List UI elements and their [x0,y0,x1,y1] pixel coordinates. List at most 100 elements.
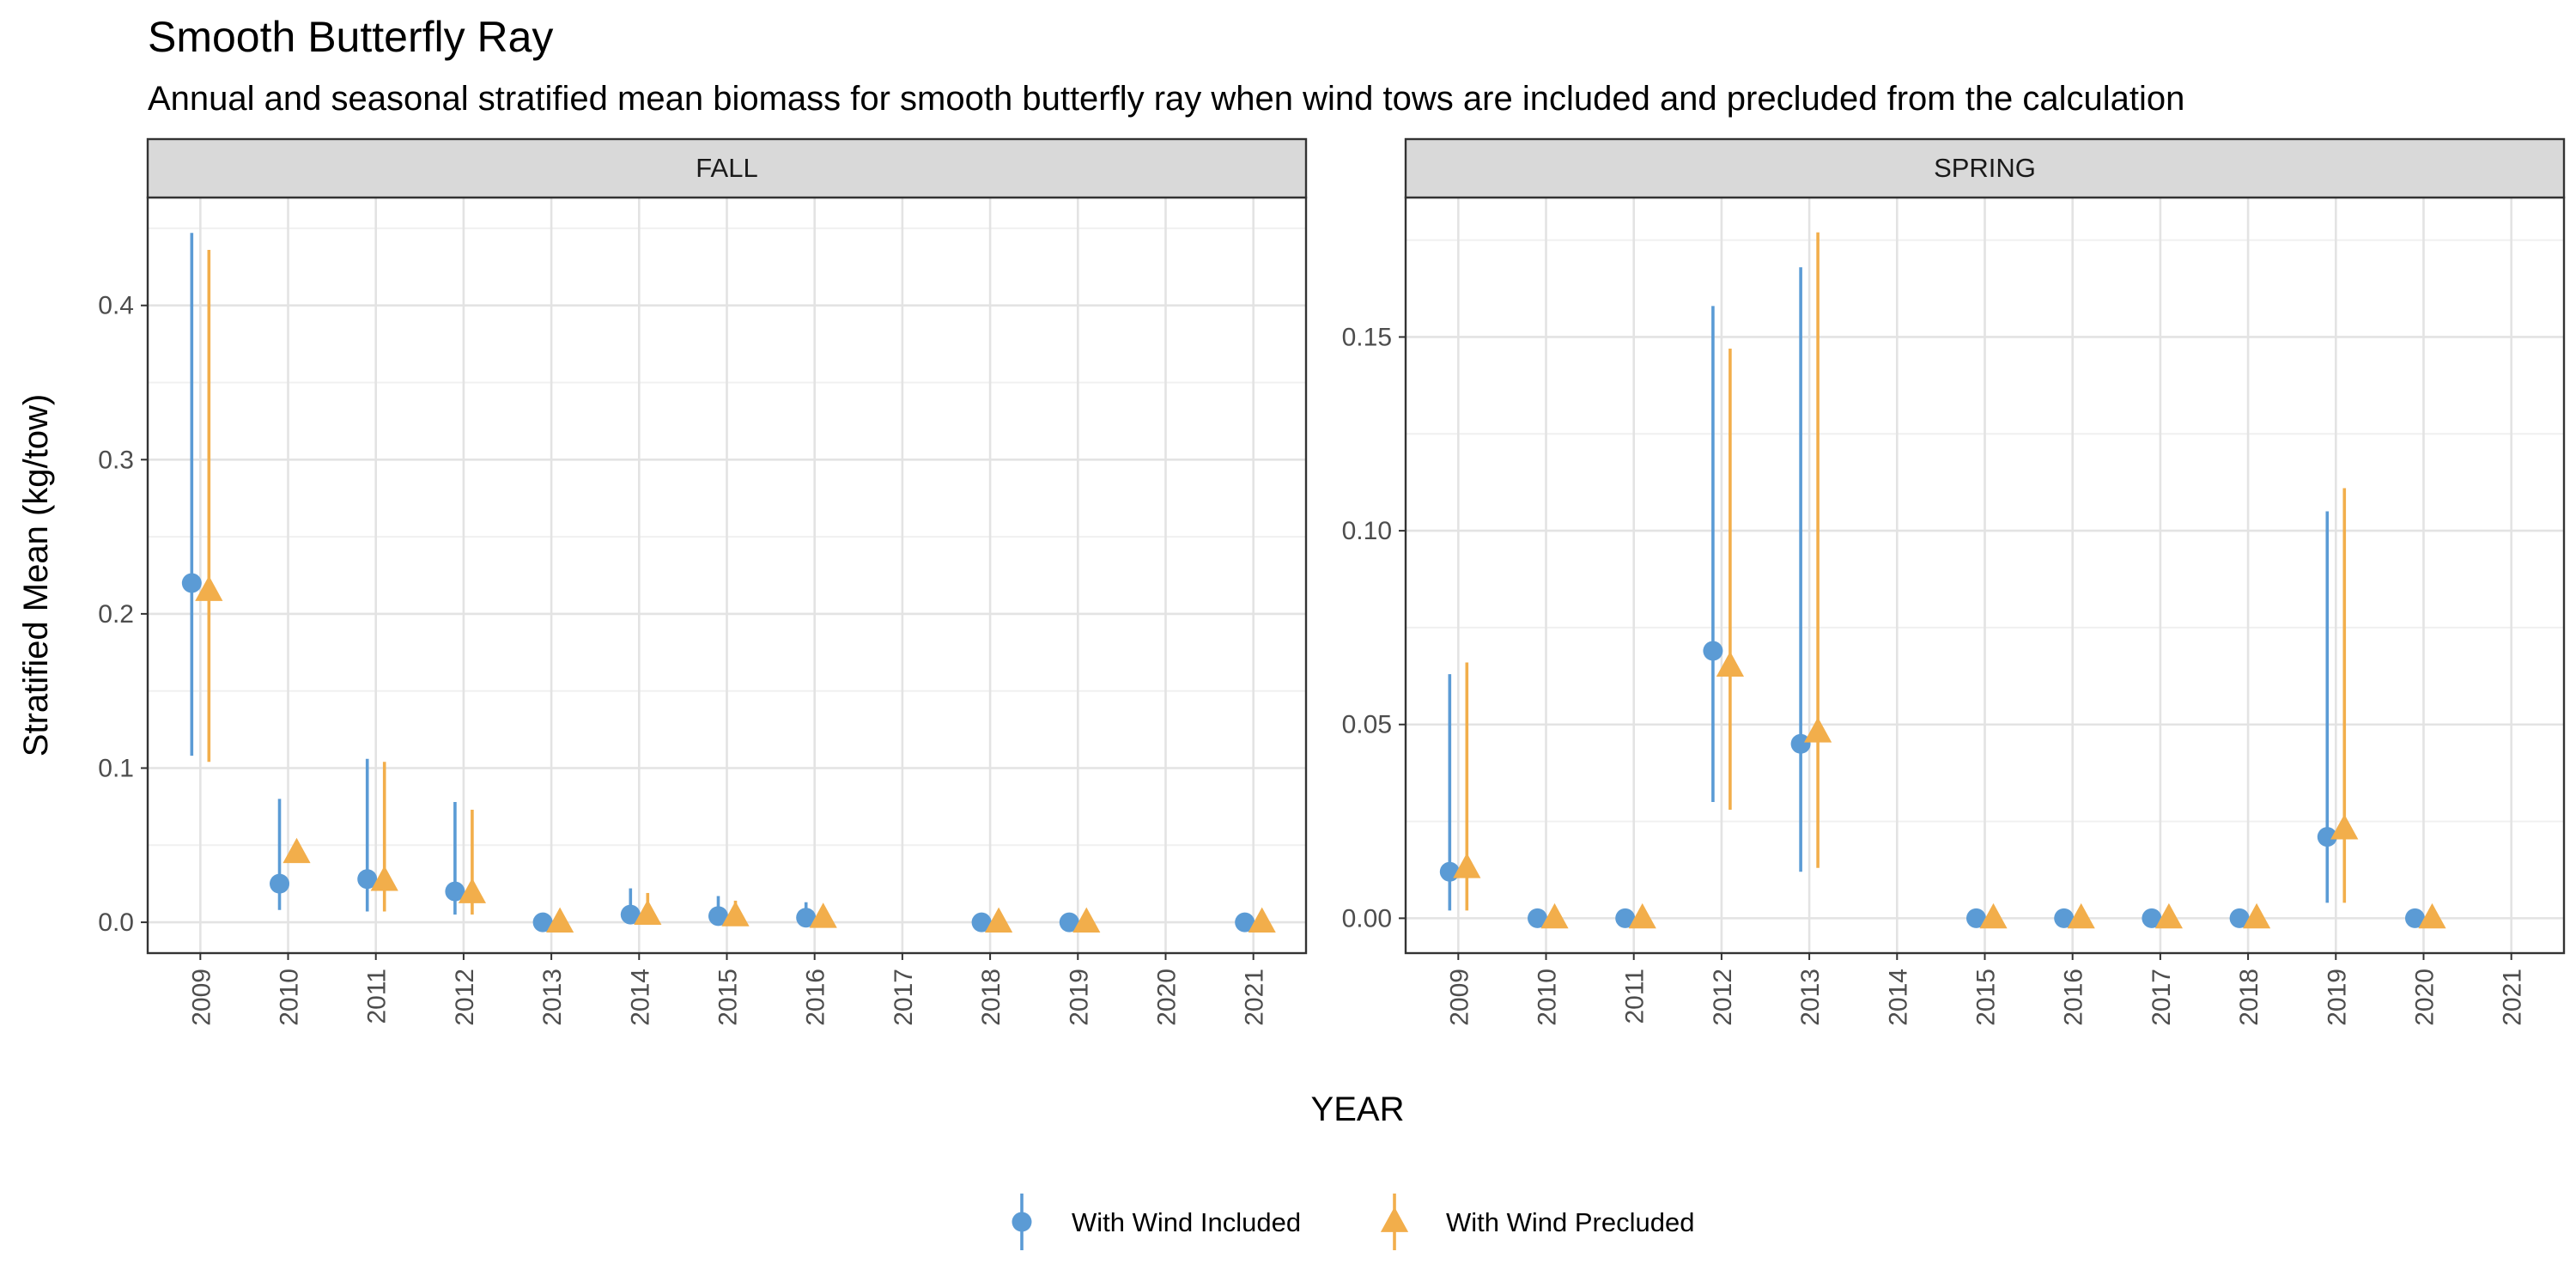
point-with-wind-included-2016 [796,908,817,928]
point-with-wind-included-2015 [708,906,728,927]
series-with-wind-included [1439,267,2425,928]
legend-entry-with-wind-included: With Wind Included [1012,1194,1301,1250]
point-with-wind-included-2013 [532,912,553,933]
point-with-wind-precluded-2011 [370,866,398,891]
y-tick-label: 0.10 [1342,517,1392,545]
x-tick-label-2013: 2013 [538,969,567,1026]
panel-spring: 0.00 0.05 0.10 0.15 2009 2010 2011 2012 2013 2014… [1342,137,2566,1026]
point-with-wind-precluded-2015 [1979,902,2008,929]
point-with-wind-included-2015 [1966,908,1986,928]
point-with-wind-included-2021 [1235,912,1255,933]
point-with-wind-precluded-2020 [2418,902,2446,929]
point-with-wind-included-2013 [1790,733,1811,754]
point-with-wind-precluded-2018 [2242,902,2271,929]
facet-label: SPRING [1934,153,2036,183]
legend-label: With Wind Precluded [1446,1207,1694,1237]
point-with-wind-included-2010 [1528,908,1548,928]
series-with-wind-precluded [1453,232,2446,929]
x-tick-label-2017: 2017 [2148,969,2176,1026]
x-tick-label-2016: 2016 [2060,969,2088,1026]
point-with-wind-included-2020 [2404,908,2425,928]
legend-key-circle [1012,1212,1032,1232]
point-with-wind-precluded-2010 [1540,902,1569,929]
chart-subtitle: Annual and seasonal stratified mean biom… [148,80,2184,118]
series-with-wind-precluded [195,250,1276,933]
x-tick-label-2011: 2011 [1621,969,1649,1024]
point-with-wind-precluded-2013 [546,907,574,933]
point-with-wind-included-2019 [1059,912,1079,933]
x-tick-label-2011: 2011 [363,969,392,1024]
y-tick-label: 0.3 [98,446,134,474]
x-tick-label-2017: 2017 [890,969,918,1026]
point-with-wind-precluded-2021 [1248,907,1276,933]
point-with-wind-precluded-2010 [283,837,311,864]
point-with-wind-included-2018 [2229,908,2250,928]
x-tick-label-2012: 2012 [451,969,479,1026]
point-with-wind-precluded-2018 [984,907,1013,933]
point-with-wind-precluded-2016 [809,902,837,928]
facet-strip [1404,137,2566,199]
point-with-wind-precluded-2019 [1072,907,1101,933]
x-tick-label-2020: 2020 [1152,969,1181,1026]
point-with-wind-included-2014 [620,904,641,925]
point-with-wind-precluded-2019 [2330,814,2359,840]
x-tick-label-2016: 2016 [802,969,830,1026]
y-tick-label: 0.1 [98,754,134,782]
x-tick-label-2009: 2009 [187,969,216,1026]
x-tick-label-2018: 2018 [977,969,1005,1026]
point-with-wind-included-2012 [1703,641,1723,661]
series-with-wind-included [181,233,1255,933]
point-with-wind-included-2011 [1615,908,1636,928]
x-axis-title: YEAR [1311,1091,1405,1128]
y-tick-label: 0.05 [1342,711,1392,739]
point-with-wind-included-2012 [445,881,465,902]
facet-strip [146,137,1308,199]
panel-fall: 0.0 0.1 0.2 0.3 0.4 2009 2010 2011 2012 2013 2014 2… [98,137,1308,1026]
point-with-wind-precluded-2013 [1804,717,1832,743]
x-tick-label-2012: 2012 [1709,969,1737,1026]
legend-label: With Wind Included [1072,1207,1301,1237]
point-with-wind-precluded-2012 [458,878,487,903]
x-tick-label-2014: 2014 [626,969,654,1026]
point-with-wind-included-2016 [2054,908,2075,928]
point-with-wind-precluded-2012 [1716,651,1745,677]
y-tick-label: 0.2 [98,600,134,629]
x-tick-label-2015: 2015 [1972,969,2001,1026]
point-with-wind-precluded-2014 [634,899,662,926]
y-tick-label: 0.15 [1342,323,1392,351]
x-tick-label-2010: 2010 [276,969,304,1026]
x-tick-label-2020: 2020 [2410,969,2439,1026]
x-tick-label-2013: 2013 [1796,969,1825,1026]
point-with-wind-precluded-2017 [2154,902,2183,929]
x-tick-label-2021: 2021 [2499,969,2527,1026]
x-tick-label-2019: 2019 [2323,969,2351,1026]
point-with-wind-included-2011 [357,869,378,890]
point-with-wind-included-2010 [270,873,290,894]
point-with-wind-included-2019 [2317,827,2337,848]
point-with-wind-included-2018 [971,912,992,933]
legend-key-triangle [1380,1206,1409,1232]
y-tick-label: 0.4 [98,292,134,320]
x-tick-label-2019: 2019 [1065,969,1093,1026]
y-tick-label: 0.0 [98,908,134,937]
x-tick-label-2015: 2015 [714,969,743,1026]
x-tick-label-2010: 2010 [1534,969,1562,1026]
y-tick-label: 0.00 [1342,904,1392,933]
point-with-wind-precluded-2016 [2067,902,2095,929]
facet-label: FALL [696,153,757,183]
point-with-wind-precluded-2015 [721,901,750,927]
legend: With Wind Included With Wind Precluded [1012,1194,1694,1250]
y-axis-title: Stratified Mean (kg/tow) [17,394,55,756]
chart-title: Smooth Butterfly Ray [148,13,553,61]
x-tick-label-2014: 2014 [1884,969,1912,1026]
point-with-wind-precluded-2011 [1628,902,1656,929]
legend-entry-with-wind-precluded: With Wind Precluded [1380,1194,1694,1250]
point-with-wind-included-2009 [181,573,202,593]
x-tick-label-2018: 2018 [2235,969,2263,1026]
point-with-wind-included-2017 [2142,908,2162,928]
point-with-wind-precluded-2009 [195,575,223,601]
x-tick-label-2009: 2009 [1445,969,1473,1026]
point-with-wind-precluded-2009 [1453,853,1481,878]
x-tick-label-2021: 2021 [1241,969,1269,1026]
